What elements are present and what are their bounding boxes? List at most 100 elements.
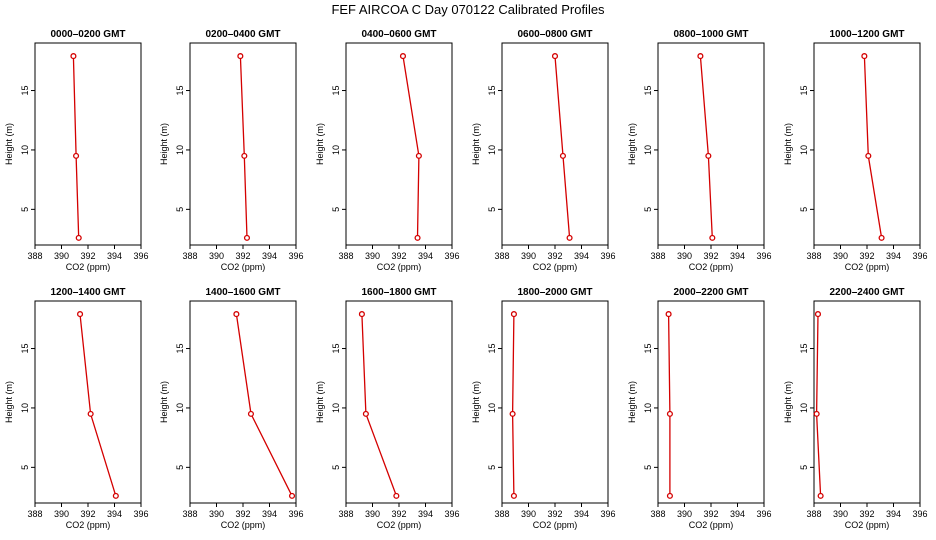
data-point <box>509 410 516 417</box>
plot-frame <box>501 300 609 504</box>
x-tick-label: 396 <box>600 251 615 261</box>
x-tick-label: 390 <box>521 251 536 261</box>
x-tick-label: 388 <box>494 251 509 261</box>
y-tick-label: 5 <box>331 207 341 212</box>
x-tick-label: 394 <box>730 251 745 261</box>
panel-title: 0600–0800 GMT <box>517 29 592 40</box>
x-tick-label: 394 <box>418 251 433 261</box>
y-tick-label: 10 <box>487 403 497 413</box>
x-tick-label: 392 <box>391 509 406 519</box>
data-point <box>705 152 712 159</box>
y-axis-label: Height (m) <box>471 123 481 165</box>
data-point <box>415 152 422 159</box>
x-tick-label: 394 <box>574 251 589 261</box>
x-tick-label: 388 <box>27 251 42 261</box>
x-axis-label: CO2 (ppm) <box>377 262 422 272</box>
data-point <box>510 492 517 499</box>
x-tick-label: 392 <box>547 251 562 261</box>
x-axis-label: CO2 (ppm) <box>845 520 890 530</box>
y-tick-label: 15 <box>799 86 809 96</box>
x-tick-label: 396 <box>444 509 459 519</box>
x-tick-label: 396 <box>756 509 771 519</box>
panel-title: 1000–1200 GMT <box>829 29 904 40</box>
x-tick-label: 388 <box>182 509 197 519</box>
x-tick-label: 396 <box>133 509 148 519</box>
y-tick-label: 10 <box>20 145 30 155</box>
x-tick-label: 390 <box>677 509 692 519</box>
y-tick-label: 10 <box>643 403 653 413</box>
x-tick-label: 388 <box>806 509 821 519</box>
profile-line <box>79 314 117 497</box>
x-axis-label: CO2 (ppm) <box>533 520 578 530</box>
x-tick-label: 392 <box>859 251 874 261</box>
x-tick-label: 396 <box>600 509 615 519</box>
y-tick-label: 15 <box>799 344 809 354</box>
x-tick-label: 392 <box>235 509 250 519</box>
x-axis-label: CO2 (ppm) <box>689 520 734 530</box>
y-axis-label: Height (m) <box>627 123 637 165</box>
panel-title: 2000–2200 GMT <box>673 287 748 298</box>
x-axis-label: CO2 (ppm) <box>221 262 266 272</box>
x-tick-label: 390 <box>54 509 69 519</box>
plot-frame <box>813 42 921 246</box>
y-tick-label: 15 <box>175 344 185 354</box>
y-axis-label: Height (m) <box>4 381 14 423</box>
profile-panel: 1000–1200 GMT 388 390 392 394 396 5 10 15 CO2 (pp… <box>783 29 928 272</box>
data-point <box>814 311 822 318</box>
data-point <box>233 311 240 318</box>
x-axis-label: CO2 (ppm) <box>689 262 734 272</box>
profile-line <box>511 314 515 496</box>
x-tick-label: 390 <box>833 509 848 519</box>
profile-panel: 1800–2000 GMT 388 390 392 394 396 5 10 15 CO2 (pp… <box>471 287 616 530</box>
data-point <box>666 410 673 417</box>
y-tick-label: 5 <box>175 465 185 470</box>
profile-line <box>863 56 883 239</box>
data-point <box>559 152 566 159</box>
plot-frame <box>345 42 453 246</box>
data-point <box>551 53 559 60</box>
y-axis-label: Height (m) <box>783 381 793 423</box>
y-tick-label: 10 <box>331 145 341 155</box>
data-point <box>362 410 369 417</box>
data-point <box>247 410 255 417</box>
y-tick-label: 10 <box>20 403 30 413</box>
x-tick-label: 394 <box>262 509 277 519</box>
x-tick-label: 396 <box>912 251 927 261</box>
profile-line <box>361 314 398 497</box>
y-tick-label: 15 <box>20 344 30 354</box>
data-point <box>70 53 77 60</box>
profile-panel: 2000–2200 GMT 388 390 392 394 396 5 10 15 CO2 (pp… <box>627 287 772 530</box>
x-axis-label: CO2 (ppm) <box>533 262 578 272</box>
profile-panel: 0000–0200 GMT 388 390 392 394 396 5 10 15 CO2 (pp… <box>4 29 149 272</box>
x-tick-label: 388 <box>27 509 42 519</box>
y-axis-label: Height (m) <box>783 123 793 165</box>
x-axis-label: CO2 (ppm) <box>66 520 111 530</box>
profile-line <box>402 55 420 238</box>
data-point <box>75 234 82 241</box>
y-tick-label: 15 <box>643 344 653 354</box>
x-tick-label: 388 <box>338 251 353 261</box>
y-tick-label: 10 <box>643 145 653 155</box>
data-point <box>878 234 885 241</box>
data-point <box>566 234 573 241</box>
y-axis-label: Height (m) <box>159 381 169 423</box>
profile-line <box>699 56 713 238</box>
x-tick-label: 394 <box>107 509 122 519</box>
x-axis-label: CO2 (ppm) <box>221 520 266 530</box>
y-tick-label: 5 <box>799 207 809 212</box>
y-tick-label: 15 <box>487 344 497 354</box>
panel-title: 1800–2000 GMT <box>517 287 592 298</box>
data-point <box>813 410 820 417</box>
y-tick-label: 10 <box>331 403 341 413</box>
x-tick-label: 390 <box>209 509 224 519</box>
x-tick-label: 394 <box>574 509 589 519</box>
data-point <box>865 152 872 159</box>
x-tick-label: 394 <box>107 251 122 261</box>
y-tick-label: 10 <box>175 145 185 155</box>
x-tick-label: 390 <box>209 251 224 261</box>
profile-panel: 1600–1800 GMT 388 390 392 394 396 5 10 15 CO2 (pp… <box>315 287 460 530</box>
y-tick-label: 5 <box>175 207 185 212</box>
plot-frame <box>501 42 609 246</box>
y-tick-label: 15 <box>175 86 185 96</box>
